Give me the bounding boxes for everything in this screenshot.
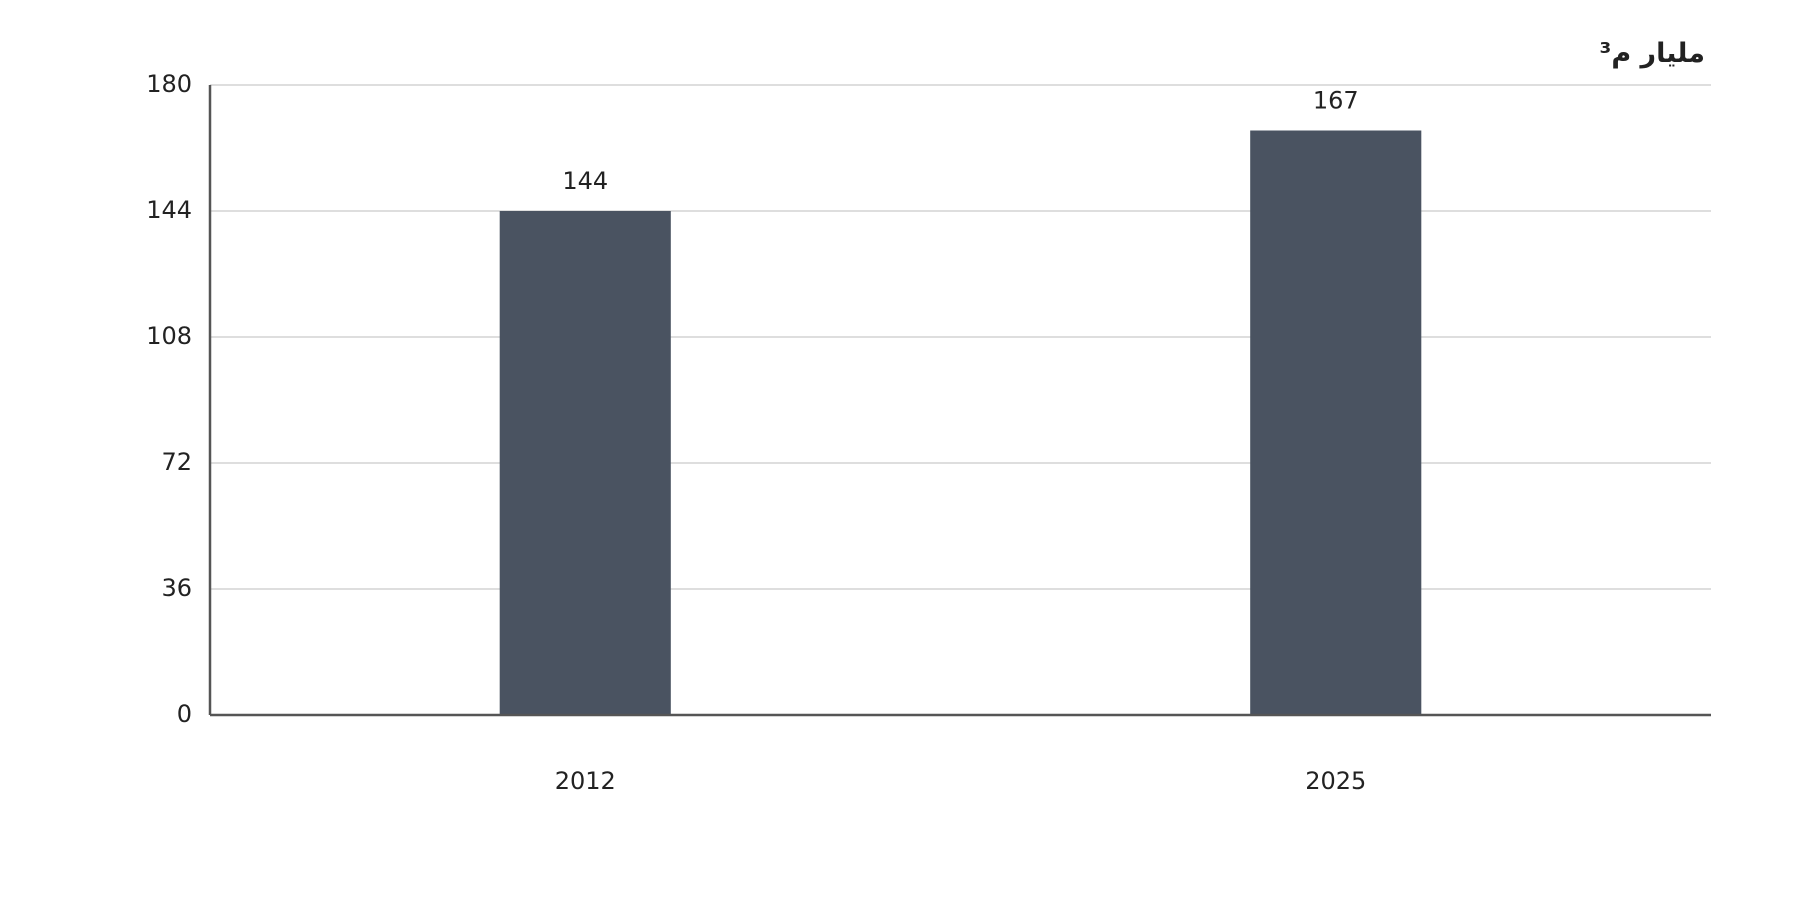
- y-tick-label: 0: [177, 700, 192, 728]
- y-tick-label: 36: [161, 574, 192, 602]
- bar: [1250, 130, 1422, 715]
- x-tick-label: 2012: [555, 767, 616, 795]
- y-tick-label: 108: [146, 322, 192, 350]
- y-tick-label: 180: [146, 70, 192, 98]
- data-label: 144: [562, 167, 608, 195]
- data-label: 167: [1313, 87, 1359, 115]
- bar: [499, 211, 671, 715]
- x-tick-label: 2025: [1305, 767, 1366, 795]
- y-tick-label: 144: [146, 196, 192, 224]
- chart-title: مليار م³: [1599, 38, 1705, 69]
- y-tick-label: 72: [161, 448, 192, 476]
